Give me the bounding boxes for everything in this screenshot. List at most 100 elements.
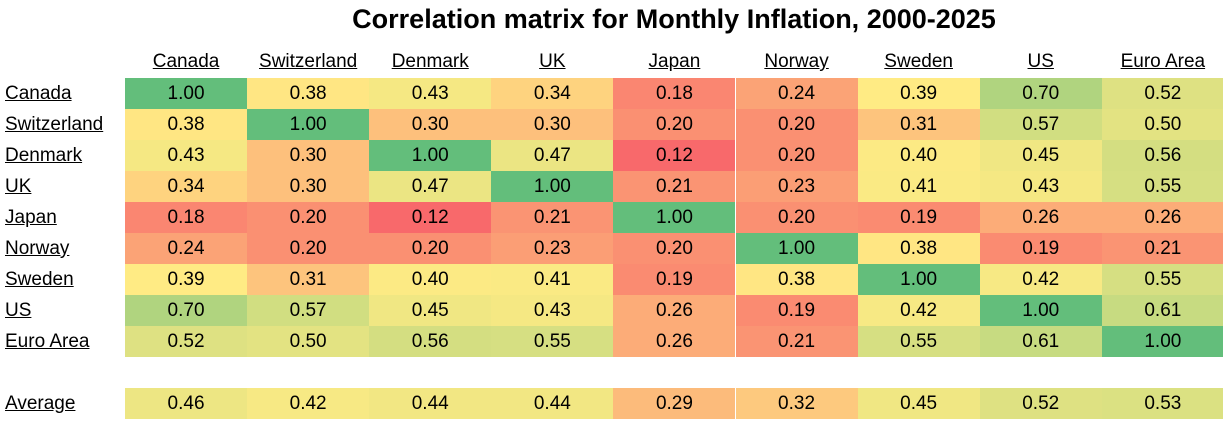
- cell: 0.39: [857, 78, 980, 109]
- cell: 1.00: [247, 109, 370, 140]
- cell: 0.55: [491, 326, 614, 357]
- cell: 0.26: [1101, 202, 1223, 233]
- cell: 0.20: [735, 140, 858, 171]
- cell: 0.56: [1101, 140, 1223, 171]
- cell: 0.70: [979, 78, 1102, 109]
- cell: 0.19: [613, 264, 736, 295]
- cell: 0.42: [857, 295, 980, 326]
- cell: 0.55: [857, 326, 980, 357]
- cell: 0.18: [125, 202, 248, 233]
- cell: 1.00: [369, 140, 492, 171]
- cell: 0.21: [735, 326, 858, 357]
- cell: 0.38: [125, 109, 248, 140]
- row-label: Japan: [5, 207, 57, 228]
- cell: 0.47: [369, 171, 492, 202]
- cell: 0.43: [979, 171, 1102, 202]
- cell: 0.12: [369, 202, 492, 233]
- cell: 0.47: [491, 140, 614, 171]
- cell: 0.46: [125, 388, 248, 419]
- cell: 0.34: [491, 78, 614, 109]
- cell: 0.30: [369, 109, 492, 140]
- cell: 0.44: [491, 388, 614, 419]
- cell: 0.39: [125, 264, 248, 295]
- title: Correlation matrix for Monthly Inflation…: [352, 4, 996, 34]
- cell: 0.21: [1101, 233, 1223, 264]
- cell: 0.31: [857, 109, 980, 140]
- cell: 0.32: [735, 388, 858, 419]
- cell: 0.45: [369, 295, 492, 326]
- column-header: Euro Area: [1120, 51, 1206, 72]
- cell: 0.52: [979, 388, 1102, 419]
- cell: 1.00: [613, 202, 736, 233]
- cell: 0.70: [125, 295, 248, 326]
- cell: 0.34: [125, 171, 248, 202]
- cell: 0.23: [491, 233, 614, 264]
- row-label: Denmark: [5, 145, 83, 166]
- cell: 1.00: [735, 233, 858, 264]
- cell: 0.41: [857, 171, 980, 202]
- cell: 0.41: [491, 264, 614, 295]
- cell: 0.26: [979, 202, 1102, 233]
- row-label: US: [5, 300, 32, 321]
- cell: 0.55: [1101, 171, 1223, 202]
- cell: 0.24: [735, 78, 858, 109]
- cell: 0.20: [735, 109, 858, 140]
- cell: 0.38: [735, 264, 858, 295]
- cell: 0.40: [857, 140, 980, 171]
- column-header: Japan: [648, 51, 701, 72]
- column-header: US: [1027, 51, 1054, 72]
- column-header: Denmark: [391, 51, 469, 72]
- cell: 1.00: [491, 171, 614, 202]
- cell: 0.20: [247, 233, 370, 264]
- cell: 0.20: [247, 202, 370, 233]
- cell: 0.56: [369, 326, 492, 357]
- cell: 0.20: [613, 233, 736, 264]
- cell: 0.42: [247, 388, 370, 419]
- cell: 0.23: [735, 171, 858, 202]
- cell: 0.21: [613, 171, 736, 202]
- cell: 0.50: [247, 326, 370, 357]
- cell: 0.53: [1101, 388, 1223, 419]
- cell: 0.38: [247, 78, 370, 109]
- cell: 0.52: [125, 326, 248, 357]
- cell: 0.42: [979, 264, 1102, 295]
- cell: 0.55: [1101, 264, 1223, 295]
- column-header: Sweden: [884, 51, 953, 72]
- cell: 0.30: [247, 171, 370, 202]
- column-header: UK: [539, 51, 566, 72]
- cell: 0.31: [247, 264, 370, 295]
- cell: 0.52: [1101, 78, 1223, 109]
- cell: 0.12: [613, 140, 736, 171]
- cell: 1.00: [125, 78, 248, 109]
- cell: 0.45: [979, 140, 1102, 171]
- column-header: Norway: [764, 51, 829, 72]
- cell: 0.30: [491, 109, 614, 140]
- cell: 0.43: [125, 140, 248, 171]
- row-label: Average: [5, 393, 76, 414]
- cell: 0.24: [125, 233, 248, 264]
- cell: 0.20: [735, 202, 858, 233]
- cell: 0.26: [613, 295, 736, 326]
- cell: 0.30: [247, 140, 370, 171]
- cell: 0.21: [491, 202, 614, 233]
- column-header: Canada: [152, 51, 220, 72]
- row-label: UK: [5, 176, 32, 197]
- row-label: Sweden: [5, 269, 74, 290]
- cell: 0.61: [979, 326, 1102, 357]
- cell: 0.43: [369, 78, 492, 109]
- cell: 0.19: [857, 202, 980, 233]
- cell: 1.00: [857, 264, 980, 295]
- cell: 1.00: [979, 295, 1102, 326]
- row-label: Euro Area: [5, 331, 90, 352]
- cell: 0.29: [613, 388, 736, 419]
- cell: 0.19: [735, 295, 858, 326]
- cell: 0.20: [369, 233, 492, 264]
- row-label: Norway: [5, 238, 70, 259]
- cell: 0.18: [613, 78, 736, 109]
- cell: 0.57: [979, 109, 1102, 140]
- cell: 0.40: [369, 264, 492, 295]
- cell: 0.44: [369, 388, 492, 419]
- cell: 0.50: [1101, 109, 1223, 140]
- row-label: Canada: [5, 83, 72, 104]
